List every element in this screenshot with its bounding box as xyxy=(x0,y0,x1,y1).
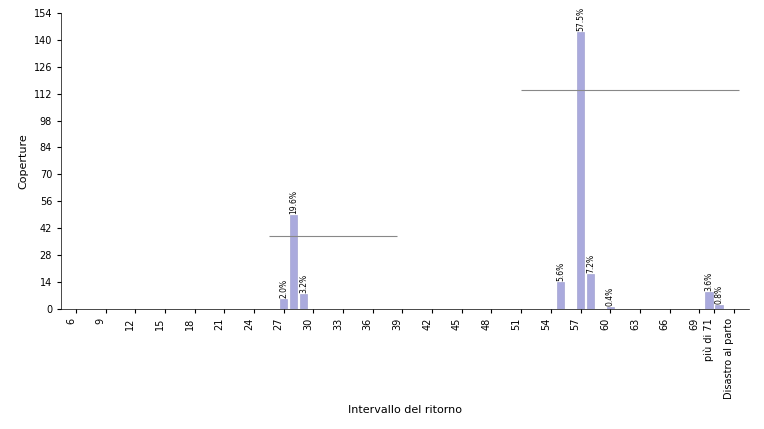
Bar xyxy=(280,299,287,309)
Text: 5.6%: 5.6% xyxy=(556,262,565,281)
Text: 0.4%: 0.4% xyxy=(606,287,615,306)
Bar xyxy=(299,293,307,309)
Bar xyxy=(607,307,614,309)
Y-axis label: Coperture: Coperture xyxy=(18,133,28,189)
Text: 7.2%: 7.2% xyxy=(586,254,595,273)
Text: 3.6%: 3.6% xyxy=(704,272,714,290)
Bar xyxy=(715,305,723,309)
Text: 0.8%: 0.8% xyxy=(714,285,724,304)
Bar xyxy=(587,274,594,309)
Bar xyxy=(577,32,584,309)
Bar xyxy=(290,214,297,309)
Bar xyxy=(557,282,565,309)
Bar xyxy=(705,292,713,309)
Text: 2.0%: 2.0% xyxy=(279,279,288,298)
X-axis label: Intervallo del ritorno: Intervallo del ritorno xyxy=(348,405,462,414)
Text: 57.5%: 57.5% xyxy=(576,7,585,31)
Text: 3.2%: 3.2% xyxy=(299,273,308,293)
Text: 19.6%: 19.6% xyxy=(289,190,298,214)
